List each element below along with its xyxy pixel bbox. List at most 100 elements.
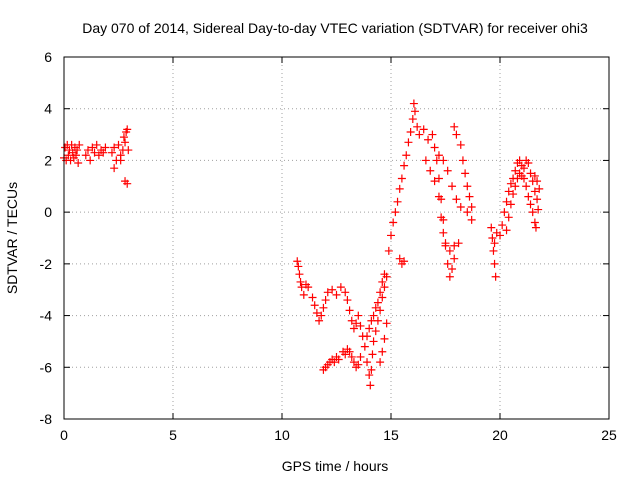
data-point — [426, 166, 435, 175]
data-point — [528, 208, 537, 217]
data-point — [332, 290, 341, 299]
y-tick-label: 4 — [44, 101, 52, 117]
data-point — [88, 143, 97, 152]
data-point — [334, 355, 343, 364]
data-point — [393, 197, 402, 206]
data-point — [489, 246, 498, 255]
data-point — [376, 288, 385, 297]
data-point — [295, 270, 304, 279]
data-point — [524, 192, 533, 201]
data-point — [363, 358, 372, 367]
data-point — [121, 138, 130, 147]
data-point — [434, 174, 443, 183]
data-point — [439, 228, 448, 237]
data-point — [336, 283, 345, 292]
data-point — [522, 182, 531, 191]
data-point — [519, 164, 528, 173]
data-point — [352, 319, 361, 328]
data-point — [406, 127, 415, 136]
data-point — [424, 135, 433, 144]
data-point — [410, 107, 419, 116]
data-point — [369, 311, 378, 320]
data-point — [371, 327, 380, 336]
data-point — [380, 283, 389, 292]
data-point — [526, 200, 535, 209]
data-point — [123, 179, 132, 188]
data-point — [463, 182, 472, 191]
data-point — [490, 259, 499, 268]
data-point — [498, 221, 507, 230]
data-point — [400, 161, 409, 170]
data-point — [524, 159, 533, 168]
data-point — [92, 140, 101, 149]
data-point — [500, 208, 509, 217]
data-point — [509, 190, 518, 199]
data-point — [456, 140, 465, 149]
data-point — [463, 208, 472, 217]
data-point — [107, 148, 116, 157]
data-point — [413, 122, 422, 131]
data-point — [368, 350, 377, 359]
data-point — [373, 298, 382, 307]
data-point — [114, 140, 123, 149]
data-point — [454, 239, 463, 248]
data-point — [101, 143, 110, 152]
x-tick-label: 20 — [492, 427, 508, 443]
data-point — [123, 125, 132, 134]
data-point — [304, 283, 313, 292]
data-point — [315, 316, 324, 325]
data-point — [380, 270, 389, 279]
data-point — [328, 285, 337, 294]
y-tick-label: -6 — [40, 359, 53, 375]
data-point — [400, 257, 409, 266]
data-point — [511, 166, 520, 175]
data-point — [419, 125, 428, 134]
data-point — [341, 350, 350, 359]
data-point — [533, 177, 542, 186]
data-point — [73, 146, 82, 155]
data-point — [293, 257, 302, 266]
data-point — [456, 202, 465, 211]
data-point — [310, 301, 319, 310]
data-point — [363, 332, 372, 341]
data-point — [404, 138, 413, 147]
data-point — [443, 259, 452, 268]
data-point — [487, 223, 496, 232]
data-point — [430, 177, 439, 186]
data-point — [369, 337, 378, 346]
data-point — [99, 148, 108, 157]
data-point — [74, 159, 83, 168]
data-point — [450, 241, 459, 250]
data-point — [439, 156, 448, 165]
data-point — [389, 218, 398, 227]
data-point — [421, 156, 430, 165]
data-point — [397, 174, 406, 183]
data-point — [312, 308, 321, 317]
data-point — [356, 321, 365, 330]
data-point — [124, 146, 133, 155]
y-tick-label: -8 — [40, 411, 53, 427]
data-point — [458, 156, 467, 165]
data-point — [382, 319, 391, 328]
data-point — [376, 358, 385, 367]
data-point — [531, 223, 540, 232]
data-point — [317, 311, 326, 320]
y-tick-label: 2 — [44, 152, 52, 168]
data-point — [83, 146, 92, 155]
data-point — [345, 347, 354, 356]
data-point — [391, 208, 400, 217]
data-point — [415, 130, 424, 139]
data-point — [387, 231, 395, 240]
data-point — [365, 324, 374, 333]
data-point — [461, 169, 470, 178]
data-point — [110, 143, 119, 152]
y-tick-label: 0 — [44, 204, 52, 220]
data-point — [378, 347, 387, 356]
y-tick-label: 6 — [44, 49, 52, 65]
data-point — [119, 133, 128, 142]
data-point — [506, 179, 515, 188]
data-point — [502, 197, 511, 206]
data-point — [367, 365, 376, 374]
data-point — [347, 316, 356, 325]
data-point — [86, 156, 95, 165]
